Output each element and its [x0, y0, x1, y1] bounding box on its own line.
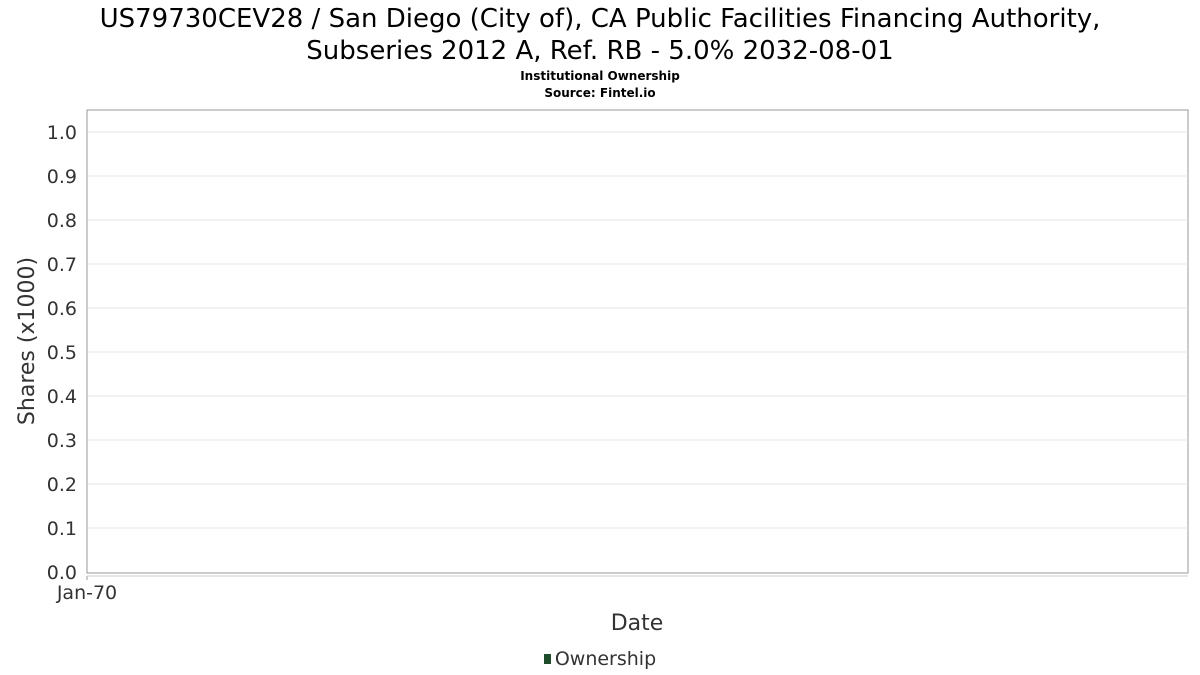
grid-lines: [88, 131, 1188, 529]
x-axis-ticks: Jan-70: [56, 576, 117, 604]
legend-label-ownership[interactable]: Ownership: [554, 648, 657, 670]
x-tick-label: Jan-70: [56, 582, 117, 604]
y-tick-label: 1.0: [47, 122, 77, 144]
y-tick-label: 0.4: [47, 386, 77, 408]
y-tick-label: 0.0: [47, 562, 77, 584]
legend-swatch-ownership: [543, 654, 551, 664]
y-axis-ticks: 0.0 0.1 0.2 0.3 0.4 0.5 0.6 0.7 0.8 0.9 1.0: [47, 122, 77, 584]
y-tick-label: 0.9: [47, 166, 77, 188]
chart-subtitle: Institutional Ownership: [520, 69, 680, 83]
x-axis-title: Date: [611, 611, 664, 636]
y-tick-label: 0.6: [47, 298, 77, 320]
legend: Ownership: [0, 648, 1200, 670]
chart-title-line-2: Subseries 2012 A, Ref. RB - 5.0% 2032-08…: [306, 36, 894, 66]
y-tick-label: 0.5: [47, 342, 77, 364]
y-axis-title: Shares (x1000): [15, 257, 40, 425]
y-tick-label: 0.8: [47, 210, 77, 232]
chart-title-line-1: US79730CEV28 / San Diego (City of), CA P…: [99, 4, 1101, 34]
chart-source: Source: Fintel.io: [544, 86, 656, 100]
plot-area: [86, 109, 1189, 574]
y-tick-label: 0.1: [47, 518, 77, 540]
y-tick-label: 0.3: [47, 430, 77, 452]
y-tick-label: 0.7: [47, 254, 77, 276]
y-tick-label: 0.2: [47, 474, 77, 496]
